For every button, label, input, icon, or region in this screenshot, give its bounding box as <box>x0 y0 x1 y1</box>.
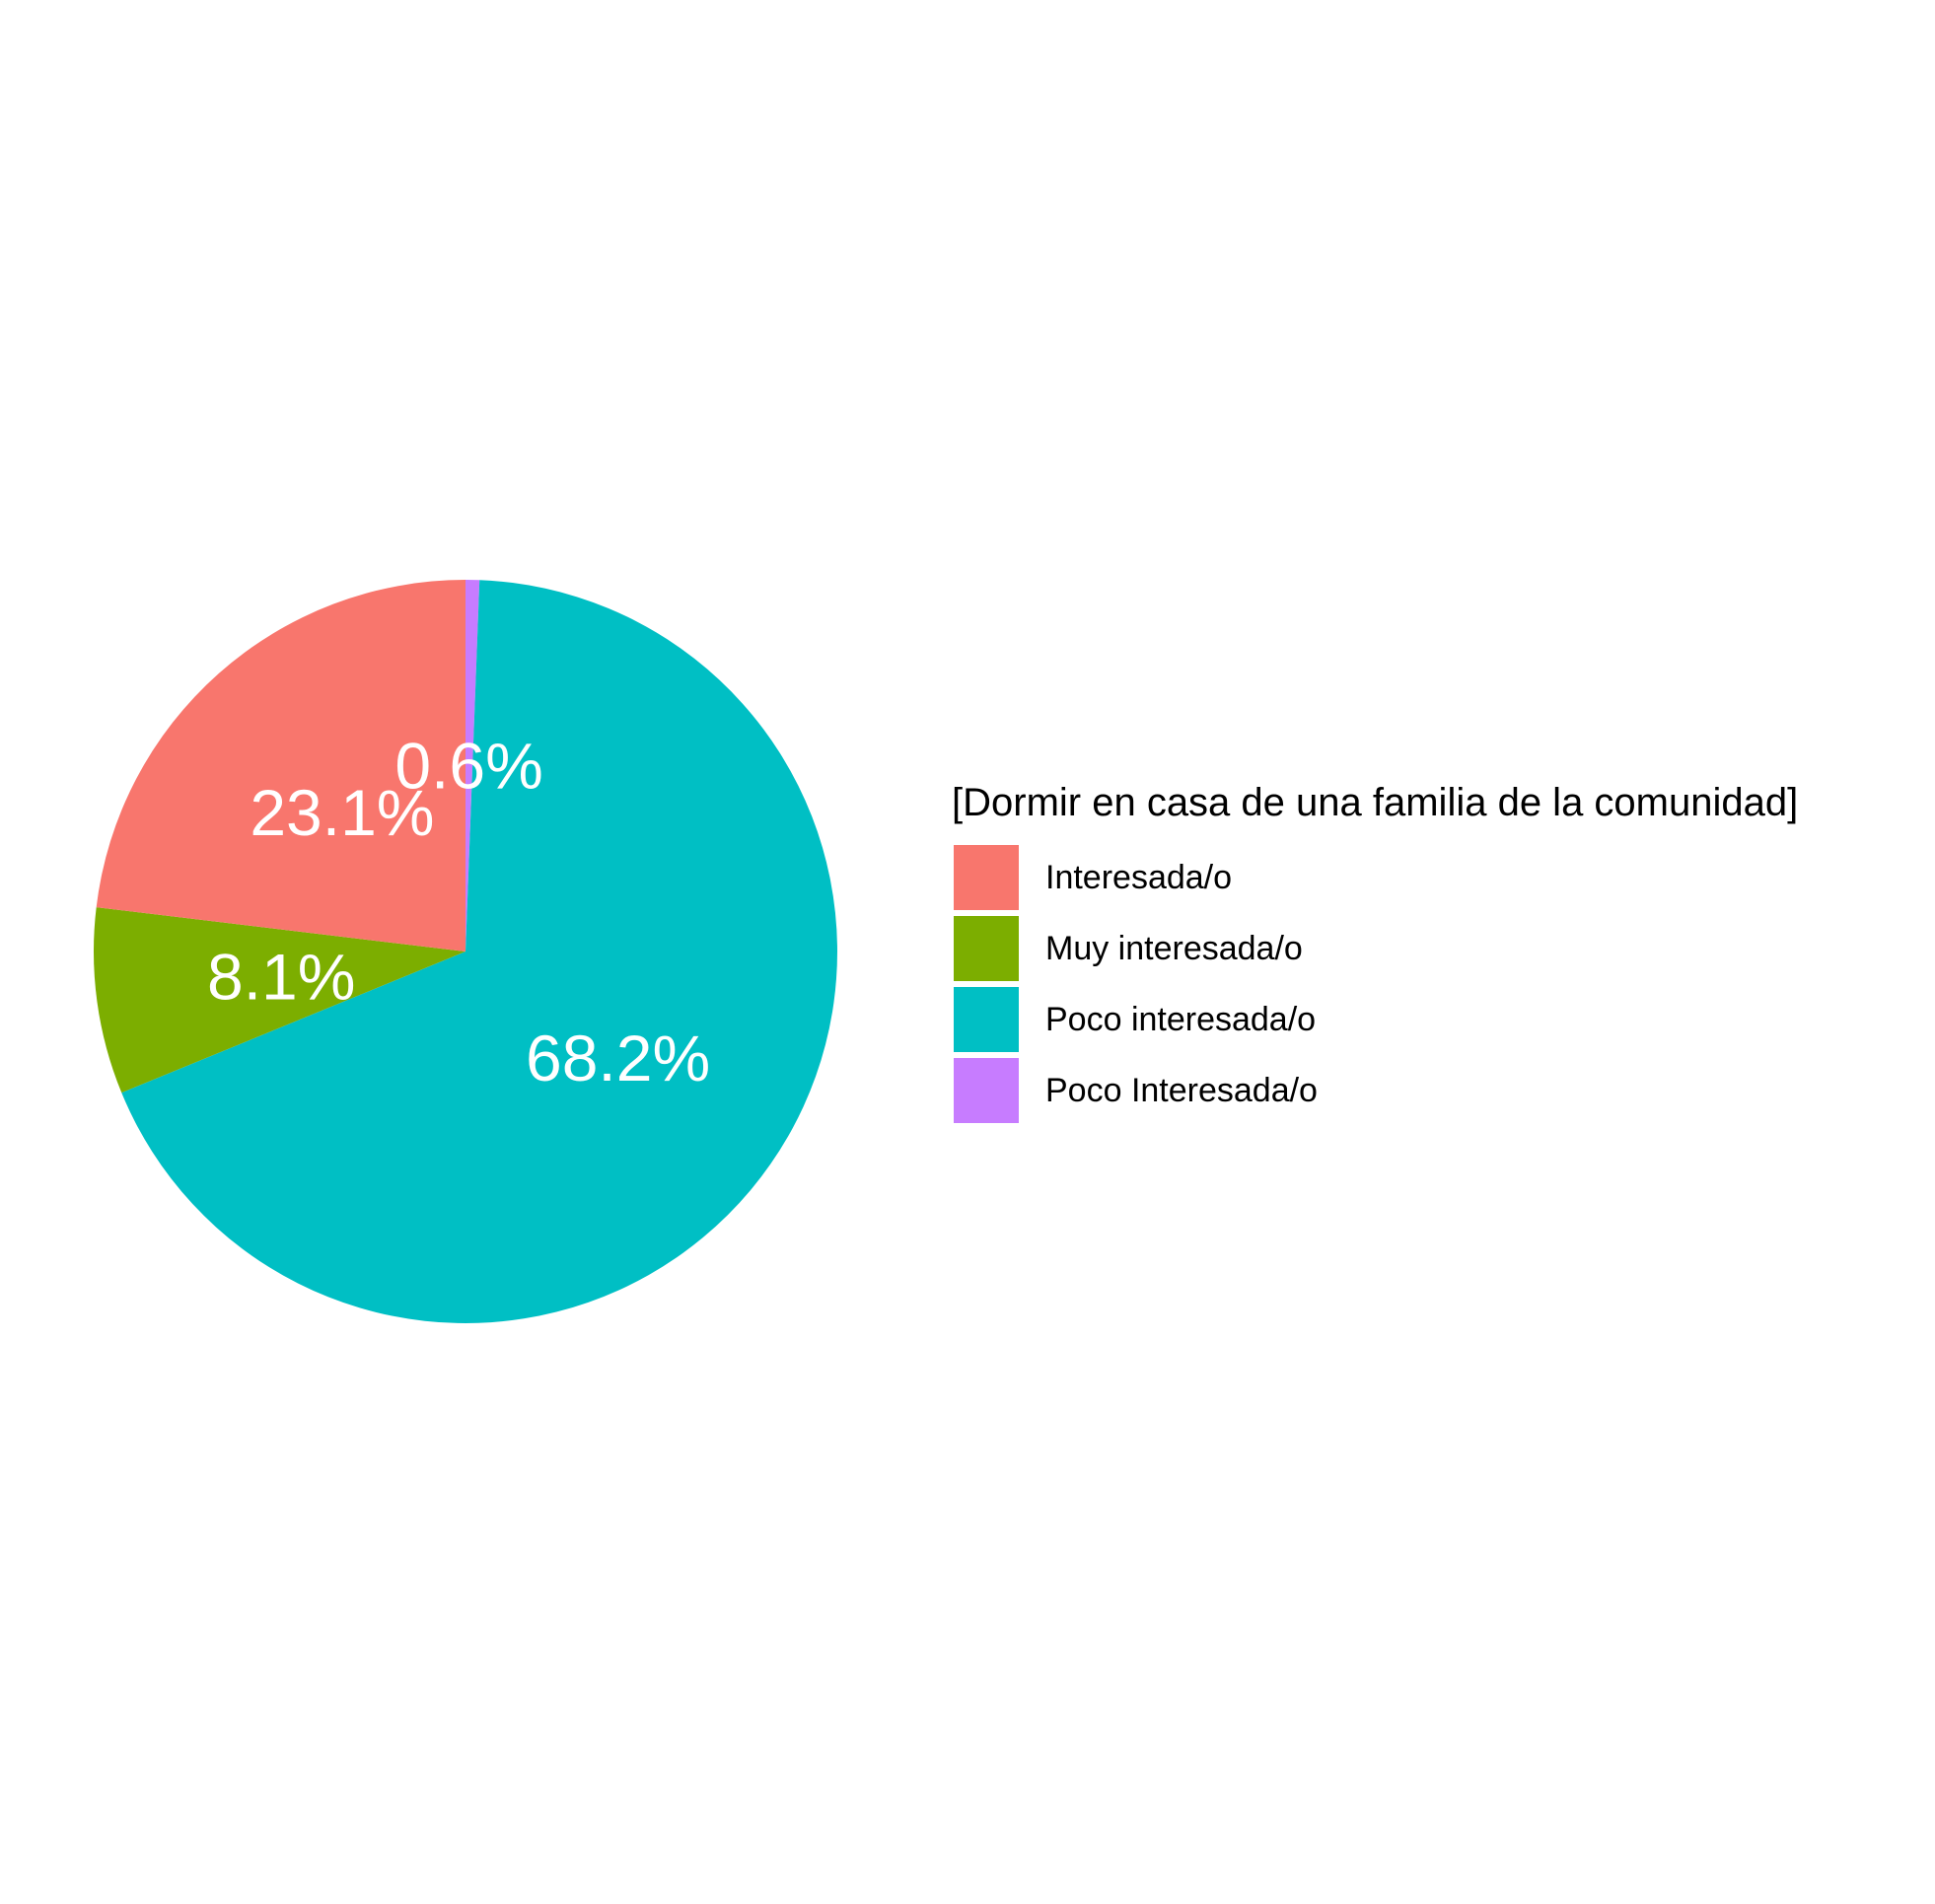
pie-slice-muy-interesada-o <box>93 907 466 1093</box>
pie-slice-interesada-o <box>96 580 466 952</box>
pie-slice-label: 68.2% <box>526 1022 710 1094</box>
legend-key <box>954 987 1019 1052</box>
legend-label: Poco interesada/o <box>1045 1001 1316 1038</box>
pie-slice-label: 23.1% <box>250 776 434 849</box>
pie-labels: 0.6% 68.2% 8.1% 23.1% <box>207 730 710 1094</box>
legend-key <box>954 845 1019 910</box>
pie-slice-poco-interesada-o <box>466 580 480 952</box>
legend-key <box>954 916 1019 981</box>
legend-items: Interesada/o Muy interesada/o Poco interes… <box>954 845 1318 1123</box>
legend-key <box>954 1058 1019 1123</box>
legend: [Dormir en casa de una familia de la com… <box>952 781 1798 1123</box>
pie-slices <box>93 580 837 1324</box>
pie-slice-label: 0.6% <box>394 730 542 803</box>
legend-label: Poco Interesada/o <box>1045 1072 1318 1109</box>
legend-label: Muy interesada/o <box>1045 930 1303 967</box>
pie-slice-poco-interesada-o <box>121 580 837 1324</box>
pie-slice-label: 8.1% <box>207 940 355 1013</box>
legend-title: [Dormir en casa de una familia de la com… <box>952 781 1798 824</box>
legend-label: Interesada/o <box>1045 859 1232 896</box>
